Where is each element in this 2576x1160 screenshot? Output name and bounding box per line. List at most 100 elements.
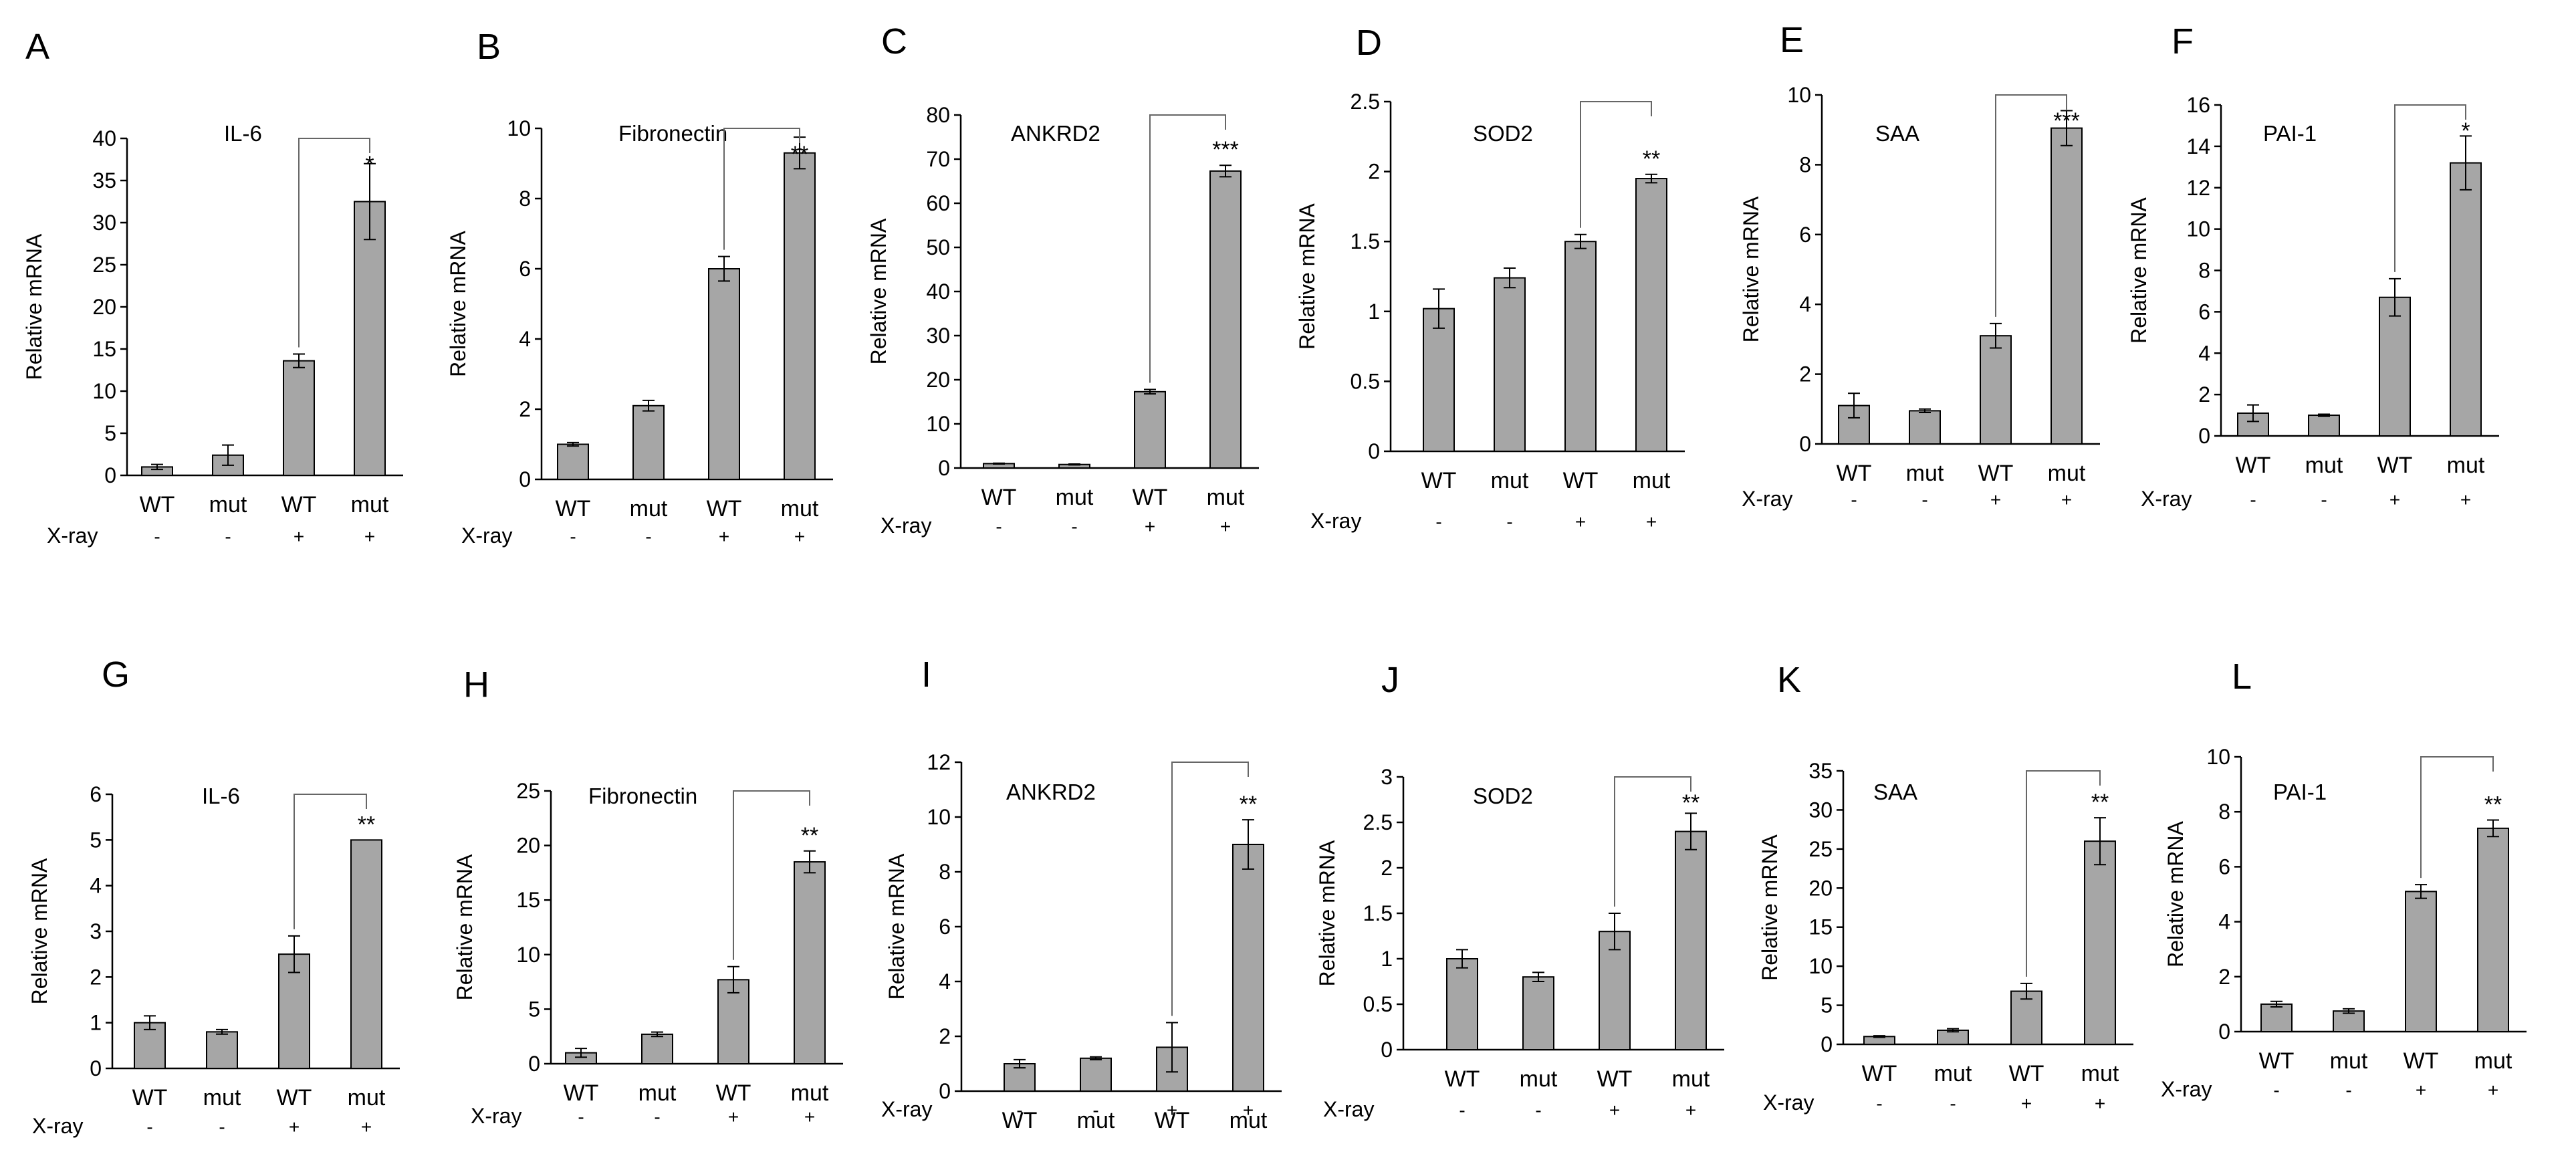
y-axis-label: Relative mRNA [1315, 840, 1339, 986]
chart-title: Fibronectin [618, 121, 727, 146]
x-category-label: mut [638, 1080, 677, 1106]
significance-bracket [1149, 114, 1226, 383]
significance-stars: ** [801, 823, 818, 848]
y-tick-label: 50 [926, 235, 950, 259]
x-category-label: WT [140, 492, 175, 517]
y-tick-label: 10 [507, 116, 531, 140]
significance-bracket [1171, 762, 1249, 1016]
y-tick-label: 40 [92, 126, 116, 150]
xray-label: X-ray [461, 524, 512, 548]
y-tick-label: 10 [2206, 745, 2230, 769]
chart-title: PAI-1 [2263, 121, 2317, 146]
y-tick-label: 6 [90, 782, 102, 806]
x-category-label: WT [1978, 461, 2014, 486]
xray-label: X-ray [2141, 487, 2192, 511]
y-tick-label: 15 [1808, 915, 1833, 939]
y-axis-label: Relative mRNA [885, 853, 909, 1000]
y-tick-label: 1.5 [1363, 901, 1393, 925]
panel-letter: G [102, 655, 130, 695]
x-category-label: mut [1230, 1108, 1268, 1133]
xray-sign: - [225, 526, 231, 547]
bar [1134, 390, 1166, 469]
x-category-label: WT [716, 1080, 751, 1106]
xray-label: X-ray [881, 1097, 932, 1121]
bar [1909, 410, 1941, 445]
chart-title: SAA [1873, 780, 1917, 804]
x-category-label: mut [1491, 468, 1529, 493]
significance-stars: ** [1643, 146, 1660, 172]
y-axis-label: Relative mRNA [1739, 196, 1763, 342]
y-tick-label: 0 [1368, 439, 1380, 463]
y-tick-label: 1.5 [1351, 229, 1380, 253]
xray-sign: + [2488, 1080, 2498, 1100]
xray-sign: + [728, 1107, 739, 1127]
x-category-label: WT [1155, 1108, 1190, 1133]
xray-sign: - [1876, 1093, 1882, 1114]
xray-sign: - [2250, 489, 2256, 510]
y-tick-label: 3 [1381, 765, 1393, 789]
x-category-label: mut [2474, 1048, 2512, 1074]
x-category-label: mut [203, 1085, 241, 1111]
xray-label: X-ray [1763, 1090, 1814, 1115]
xray-sign: - [2345, 1080, 2351, 1100]
x-category-label: WT [281, 492, 317, 517]
x-category-label: mut [1520, 1066, 1558, 1092]
x-category-label: WT [1837, 461, 1872, 486]
bar [717, 979, 749, 1065]
y-tick-label: 2 [519, 397, 531, 421]
chart-title: Fibronectin [588, 784, 697, 808]
bar [1232, 844, 1264, 1092]
y-tick-label: 10 [1808, 954, 1833, 978]
x-category-label: mut [630, 496, 668, 521]
xray-label: X-ray [1742, 487, 1792, 511]
bar [2010, 990, 2042, 1045]
significance-stars: * [2461, 118, 2470, 144]
bar [1980, 335, 2012, 445]
bar [1675, 830, 1707, 1050]
xray-sign: + [1646, 511, 1657, 532]
bar [206, 1031, 238, 1070]
y-tick-label: 8 [939, 860, 951, 884]
panel-K: K SAA Relative mRNA 0 5 10 15 20 25 30 35 WT - mut - WT… [1758, 660, 2133, 1115]
significance-bracket [723, 128, 800, 250]
bar [2379, 296, 2411, 437]
significance-stars: * [365, 152, 374, 177]
y-tick-label: 1 [90, 1011, 102, 1035]
y-tick-label: 10 [1787, 83, 1811, 107]
x-category-label: mut [2048, 461, 2086, 486]
xray-sign: - [1459, 1100, 1465, 1121]
bar [557, 443, 589, 480]
panel-letter: K [1777, 660, 1801, 700]
x-category-label: WT [981, 485, 1017, 510]
panel-C: C ANKRD2 Relative mRNA 0 10 20 30 40 50 60 70 80 WT -… [866, 21, 1259, 538]
y-tick-label: 8 [1799, 152, 1811, 177]
significance-stars: ** [1240, 792, 1257, 817]
y-tick-label: 8 [2218, 800, 2230, 824]
xray-label: X-ray [471, 1104, 521, 1128]
y-tick-label: 8 [519, 187, 531, 211]
y-tick-label: 10 [516, 943, 540, 967]
significance-bracket [1614, 776, 1691, 907]
y-tick-label: 0 [1381, 1038, 1393, 1062]
y-tick-label: 10 [927, 805, 951, 829]
significance-stars: ** [1682, 790, 1700, 816]
chart-title: SOD2 [1473, 784, 1533, 808]
x-category-label: WT [1421, 468, 1457, 493]
y-tick-label: 6 [1799, 223, 1811, 247]
y-axis-label: Relative mRNA [446, 230, 470, 376]
xray-label: X-ray [2161, 1077, 2212, 1101]
x-category-label: WT [1862, 1061, 1897, 1086]
y-tick-label: 0.5 [1351, 369, 1380, 393]
bar [350, 839, 382, 1070]
y-tick-label: 20 [926, 368, 950, 392]
y-tick-label: 0 [2218, 1020, 2230, 1044]
y-tick-label: 8 [2198, 259, 2210, 283]
y-tick-label: 20 [92, 295, 116, 319]
panel-letter: J [1381, 660, 1399, 700]
y-tick-label: 35 [1808, 759, 1833, 783]
x-category-label: WT [2236, 453, 2271, 478]
xray-sign: + [1167, 1100, 1177, 1121]
xray-sign: - [1435, 511, 1441, 532]
xray-sign: + [2460, 489, 2471, 510]
xray-label: X-ray [32, 1114, 83, 1138]
